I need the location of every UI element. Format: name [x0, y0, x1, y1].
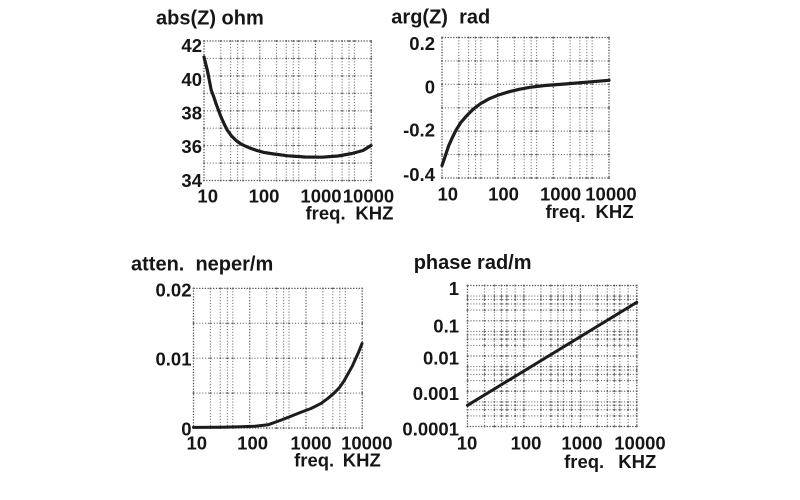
- svg-text:KHZ: KHZ: [355, 202, 393, 223]
- svg-text:100: 100: [237, 433, 268, 454]
- svg-text:-0.4: -0.4: [403, 164, 436, 185]
- svg-text:KHZ: KHZ: [618, 451, 656, 472]
- svg-text:10000: 10000: [585, 183, 636, 204]
- svg-text:freq.: freq.: [306, 202, 346, 223]
- svg-text:KHZ: KHZ: [595, 201, 633, 222]
- svg-text:10000: 10000: [614, 433, 665, 454]
- svg-text:10000: 10000: [343, 186, 394, 207]
- svg-text:100: 100: [249, 186, 280, 207]
- svg-text:0.1: 0.1: [433, 316, 459, 337]
- svg-text:0.2: 0.2: [409, 33, 435, 54]
- svg-text:40: 40: [181, 69, 202, 90]
- svg-text:phase rad/m: phase rad/m: [414, 252, 532, 274]
- svg-text:freq.: freq.: [294, 450, 334, 471]
- svg-text:KHZ: KHZ: [343, 450, 381, 471]
- svg-text:10: 10: [438, 183, 459, 204]
- svg-text:1: 1: [449, 278, 459, 299]
- svg-text:10: 10: [197, 186, 218, 207]
- svg-text:10: 10: [187, 433, 208, 454]
- svg-text:abs(Z) ohm: abs(Z) ohm: [156, 8, 264, 30]
- svg-text:36: 36: [181, 136, 202, 157]
- svg-text:38: 38: [181, 103, 202, 124]
- svg-text:10000: 10000: [341, 433, 392, 454]
- svg-text:0.01: 0.01: [423, 348, 459, 369]
- svg-text:0.0001: 0.0001: [402, 418, 459, 439]
- svg-text:1000: 1000: [540, 183, 581, 204]
- svg-text:0: 0: [181, 419, 191, 440]
- svg-text:100: 100: [488, 183, 519, 204]
- svg-text:34: 34: [181, 170, 202, 191]
- svg-text:1000: 1000: [300, 186, 341, 207]
- svg-text:100: 100: [511, 433, 542, 454]
- svg-text:0.02: 0.02: [155, 280, 191, 301]
- svg-text:1000: 1000: [561, 433, 602, 454]
- svg-text:freq.: freq.: [546, 201, 586, 222]
- svg-text:1000: 1000: [290, 433, 331, 454]
- svg-text:freq.: freq.: [564, 451, 604, 472]
- svg-text:0: 0: [425, 76, 435, 97]
- svg-text:arg(Z) rad: arg(Z) rad: [391, 7, 490, 29]
- svg-text:0.001: 0.001: [413, 383, 459, 404]
- svg-text:atten. neper/m: atten. neper/m: [131, 253, 273, 275]
- svg-text:42: 42: [181, 35, 202, 56]
- svg-text:0.01: 0.01: [155, 349, 191, 370]
- svg-text:10: 10: [457, 433, 478, 454]
- svg-text:-0.2: -0.2: [403, 120, 435, 141]
